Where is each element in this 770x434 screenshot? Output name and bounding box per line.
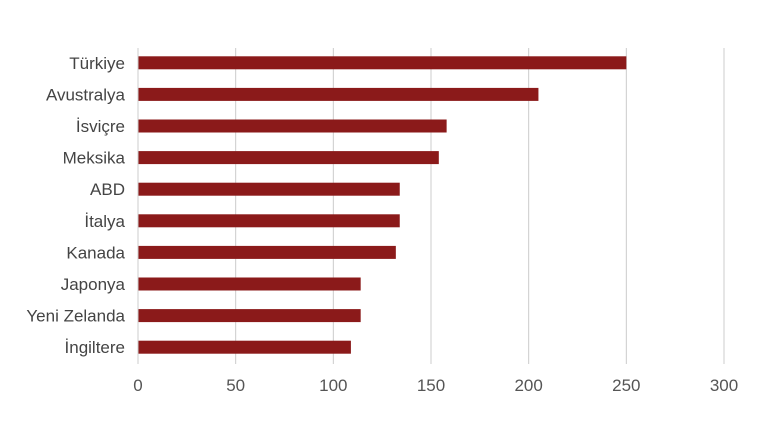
x-tick-label-150: 150 bbox=[417, 376, 445, 395]
x-tick-label-100: 100 bbox=[319, 376, 347, 395]
bar-7 bbox=[138, 277, 361, 291]
category-label: Yeni Zelanda bbox=[26, 307, 125, 326]
bar-4 bbox=[138, 182, 400, 196]
category-label: İsviçre bbox=[76, 117, 125, 136]
bar-9 bbox=[138, 340, 351, 354]
bar-3 bbox=[138, 151, 439, 165]
x-tick-label-300: 300 bbox=[710, 376, 738, 395]
bar-2 bbox=[138, 119, 447, 133]
category-label: İngiltere bbox=[65, 338, 125, 357]
bar-6 bbox=[138, 245, 396, 259]
category-label: Meksika bbox=[63, 149, 126, 168]
category-label: İtalya bbox=[84, 212, 125, 231]
x-tick-label-250: 250 bbox=[612, 376, 640, 395]
category-label: ABD bbox=[90, 180, 125, 199]
category-label: Türkiye bbox=[69, 54, 125, 73]
category-label: Avustralya bbox=[46, 85, 126, 104]
x-axis-ticks: 0 50 100 150 200 250 300 bbox=[133, 376, 738, 395]
bar-1 bbox=[138, 87, 539, 101]
category-label: Kanada bbox=[66, 243, 125, 262]
x-tick-label-50: 50 bbox=[226, 376, 245, 395]
x-tick-label-0: 0 bbox=[133, 376, 142, 395]
category-label: Japonya bbox=[61, 275, 126, 294]
bar-0 bbox=[138, 56, 627, 70]
bars bbox=[138, 56, 627, 354]
bar-5 bbox=[138, 214, 400, 228]
category-labels: Türkiye Avustralya İsviçre Meksika ABD İtalya… bbox=[26, 54, 125, 357]
bar-8 bbox=[138, 309, 361, 323]
x-tick-label-200: 200 bbox=[514, 376, 542, 395]
